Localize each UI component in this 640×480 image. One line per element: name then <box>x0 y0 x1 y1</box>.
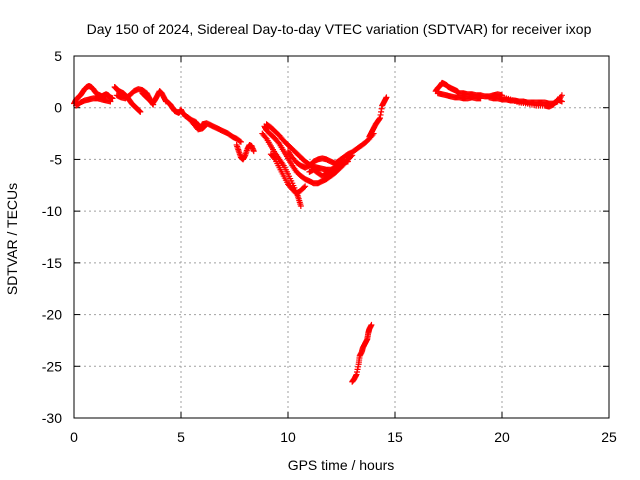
data-points <box>71 79 565 385</box>
data-point <box>344 158 351 165</box>
data-point <box>383 94 390 101</box>
series-arc-17-19h-low <box>434 90 484 102</box>
data-point <box>558 98 565 105</box>
data-point <box>301 184 308 191</box>
series-arc-04-08h <box>165 99 244 145</box>
y-tick-labels: 5 0 -5 -10 -15 -20 -25 -30 <box>42 48 62 426</box>
series-arc-07-08h <box>233 141 257 163</box>
y-tick-label: -5 <box>50 151 63 167</box>
data-point <box>275 139 282 146</box>
series-arc-11-12h <box>306 162 343 179</box>
data-point <box>335 163 342 170</box>
data-point <box>236 138 243 145</box>
data-point <box>297 202 304 209</box>
y-axis-label: SDTVAR / TECUs <box>4 183 20 295</box>
series-arc-00-02h-low <box>73 95 114 109</box>
series-arc-13-14h-outlier <box>349 321 375 385</box>
data-point <box>237 138 244 145</box>
x-axis-label: GPS time / hours <box>288 457 395 473</box>
x-tick-label: 10 <box>280 429 296 445</box>
series-arc-05-06h <box>182 112 208 133</box>
data-point <box>558 92 565 99</box>
series-arc-03-04h <box>139 88 170 106</box>
y-tick-label: -20 <box>42 307 62 323</box>
series-arc-10-13h <box>285 130 377 171</box>
chart-title: Day 150 of 2024, Sidereal Day-to-day VTE… <box>87 21 592 37</box>
x-tick-labels: 0 5 10 15 20 25 <box>70 429 617 445</box>
data-point <box>368 321 375 328</box>
grid-lines <box>74 56 609 418</box>
data-point <box>137 108 144 115</box>
y-tick-label: -25 <box>42 358 62 374</box>
plot-frame <box>73 55 610 419</box>
axis-ticks <box>73 55 610 419</box>
x-tick-label: 0 <box>70 429 78 445</box>
x-tick-label: 25 <box>601 429 617 445</box>
x-tick-label: 15 <box>387 429 403 445</box>
x-tick-label: 20 <box>494 429 510 445</box>
data-point <box>336 162 343 169</box>
data-point <box>302 183 309 190</box>
series-arc-14-15h <box>366 94 390 140</box>
y-tick-label: -10 <box>42 203 62 219</box>
y-tick-label: -30 <box>42 410 62 426</box>
data-point <box>271 155 278 162</box>
y-tick-label: 0 <box>54 100 62 116</box>
data-point <box>201 123 208 130</box>
data-point <box>262 134 269 141</box>
y-tick-label: -15 <box>42 255 62 271</box>
data-point <box>250 148 257 155</box>
data-point <box>477 95 484 102</box>
series-arc-20-23h-low <box>499 94 565 110</box>
y-tick-label: 5 <box>54 48 62 64</box>
series-arc-09-11h-d <box>267 151 309 197</box>
data-point <box>107 98 114 105</box>
series-arc-09-11h-b <box>259 130 304 209</box>
data-point <box>109 95 116 102</box>
x-tick-label: 5 <box>177 429 185 445</box>
